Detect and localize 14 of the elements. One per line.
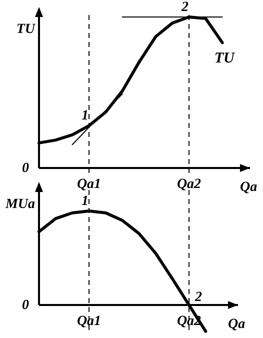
x-tick-label: Qa1	[76, 177, 102, 192]
y-axis-title: TU	[16, 22, 36, 37]
x-axis-title: Qa	[228, 317, 246, 332]
annotation: 1	[82, 108, 88, 124]
text: 0	[22, 161, 29, 176]
annotation: 2	[194, 290, 202, 305]
annotation: 2	[180, 0, 188, 15]
text: 0	[22, 298, 29, 313]
annotation: 1	[82, 194, 88, 209]
x-axis-title: Qa	[240, 180, 258, 195]
x-tick-label: Qa2	[176, 177, 202, 192]
x-tick-label: Qa1	[76, 314, 102, 329]
series-label: TU	[214, 50, 236, 67]
y-axis-title: MUa	[4, 197, 35, 212]
